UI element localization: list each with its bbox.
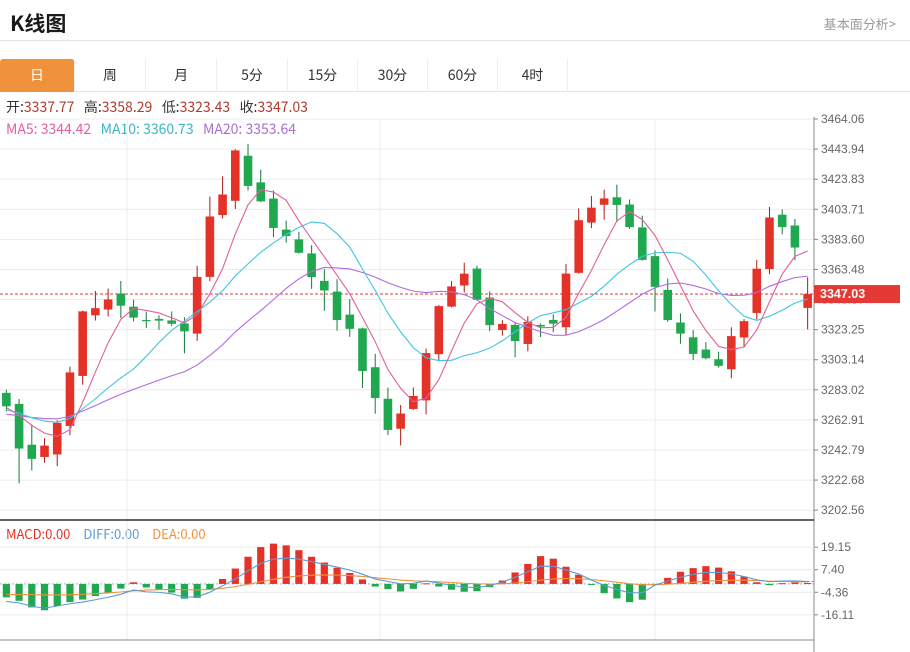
svg-text:3202.56: 3202.56: [821, 503, 865, 517]
svg-text:3443.94: 3443.94: [821, 142, 865, 156]
svg-text:3403.71: 3403.71: [821, 202, 865, 216]
svg-text:3363.48: 3363.48: [821, 262, 865, 276]
svg-text:-4.36: -4.36: [821, 585, 849, 599]
svg-text:3283.02: 3283.02: [821, 383, 865, 397]
svg-text:3303.14: 3303.14: [821, 353, 865, 367]
svg-text:7.40: 7.40: [821, 563, 845, 577]
svg-text:3464.06: 3464.06: [821, 112, 865, 126]
svg-text:3347.03: 3347.03: [820, 287, 865, 301]
svg-text:3323.25: 3323.25: [821, 323, 865, 337]
svg-text:19.15: 19.15: [821, 540, 851, 554]
svg-text:3423.83: 3423.83: [821, 172, 865, 186]
svg-text:3222.68: 3222.68: [821, 473, 865, 487]
svg-text:-16.11: -16.11: [821, 608, 854, 622]
svg-text:3383.60: 3383.60: [821, 232, 865, 246]
svg-text:3262.91: 3262.91: [821, 413, 865, 427]
svg-text:3242.79: 3242.79: [821, 443, 865, 457]
